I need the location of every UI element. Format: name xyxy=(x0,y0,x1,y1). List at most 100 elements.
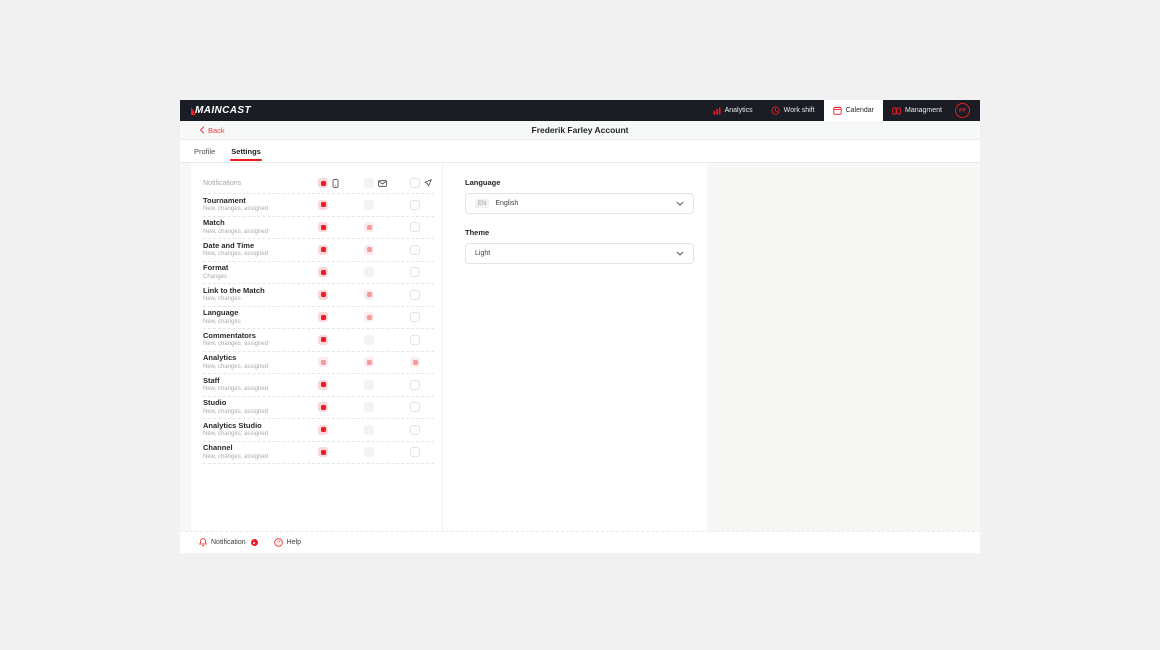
nav-item-label: Calendar xyxy=(845,107,875,114)
language-label: Language xyxy=(465,178,501,187)
checkbox-studio-telegram[interactable] xyxy=(410,402,420,413)
checkbox-channel-telegram[interactable] xyxy=(410,447,420,458)
row-subtitle: New, changes, assigned xyxy=(203,228,269,235)
row-title-block: Format Changes xyxy=(203,263,318,281)
smartphone-icon xyxy=(332,178,339,188)
row-subtitle: New, changes, assigned xyxy=(203,251,269,257)
checkbox-analytics-mobile[interactable] xyxy=(318,357,328,368)
row-title: Format xyxy=(203,263,229,272)
nav-item-label: Managment xyxy=(905,107,942,114)
back-button[interactable]: Back xyxy=(199,126,225,135)
checkbox-link-to-the-match-email[interactable] xyxy=(364,289,374,300)
row-subtitle: New, changes xyxy=(203,318,241,325)
row-title: Staff xyxy=(203,375,220,385)
language-value: English xyxy=(495,200,519,207)
theme-select[interactable]: Light xyxy=(465,243,694,264)
checkbox-language-email[interactable] xyxy=(364,312,374,323)
row-cell xyxy=(364,222,410,233)
channel-header-email xyxy=(364,178,410,188)
checkbox-language-telegram[interactable] xyxy=(410,312,420,323)
language-select[interactable]: EN English xyxy=(465,193,694,214)
language-code-badge: EN xyxy=(475,199,490,208)
row-cell xyxy=(318,424,364,435)
row-cell xyxy=(410,222,434,233)
notification-row-analytics: Analytics New, changes, assigned xyxy=(203,352,434,374)
back-label: Back xyxy=(208,125,225,135)
row-cell xyxy=(410,379,434,390)
row-cell xyxy=(410,402,434,413)
notification-row-studio: Studio New, changes, assigned xyxy=(203,397,434,419)
row-cell xyxy=(318,244,364,255)
row-title: Analytics Studio xyxy=(203,420,262,430)
notification-count-badge xyxy=(250,539,258,546)
row-cell xyxy=(410,357,434,368)
checkbox-tournament-email[interactable] xyxy=(364,199,374,210)
checkbox-analytics-studio-telegram[interactable] xyxy=(410,424,420,435)
row-title-block: Match New, changes, assigned xyxy=(203,218,318,236)
channel-header-mobile xyxy=(318,178,364,188)
tab-profile[interactable]: Profile xyxy=(194,146,216,156)
checkbox-format-telegram[interactable] xyxy=(410,267,420,278)
checkbox-tournament-mobile[interactable] xyxy=(318,199,328,210)
checkbox-analytics-email[interactable] xyxy=(364,357,374,368)
checkbox-commentators-email[interactable] xyxy=(364,334,374,345)
notification-row-tournament: Tournament New, changes, assigned xyxy=(203,194,434,217)
checkbox-format-email[interactable] xyxy=(364,267,374,278)
row-title: Tournament xyxy=(203,195,246,205)
footer-notification-button[interactable]: Notification xyxy=(199,538,258,547)
nav-item-label: Analytics xyxy=(724,107,753,114)
checkbox-format-mobile[interactable] xyxy=(318,267,328,278)
nav-item-calendar[interactable]: Calendar xyxy=(823,100,884,121)
checkbox-studio-email[interactable] xyxy=(364,402,374,413)
row-cell xyxy=(364,312,410,323)
checkbox-link-to-the-match-telegram[interactable] xyxy=(410,289,420,300)
checkbox-all-email[interactable] xyxy=(364,178,374,188)
calendar-icon xyxy=(832,106,842,115)
notification-row-staff: Staff New, changes, assigned xyxy=(203,374,434,397)
chevron-down-icon xyxy=(676,201,684,206)
checkbox-date-and-time-mobile[interactable] xyxy=(318,244,328,255)
nav-item-work-shift[interactable]: Work shift xyxy=(762,100,824,121)
row-subtitle: New, changes, assigned xyxy=(203,363,269,370)
row-title: Language xyxy=(203,308,239,317)
checkbox-staff-mobile[interactable] xyxy=(318,379,328,390)
row-cell xyxy=(410,424,434,435)
checkbox-all-mobile[interactable] xyxy=(318,178,328,188)
row-cell xyxy=(318,402,364,413)
tab-settings[interactable]: Settings xyxy=(230,140,262,162)
avatar[interactable]: PP xyxy=(955,103,970,118)
notification-row-channel: Channel New, changes, assigned xyxy=(203,442,434,464)
checkbox-match-telegram[interactable] xyxy=(410,222,420,233)
footer-help-button[interactable]: ? Help xyxy=(273,538,301,547)
row-title: Channel xyxy=(203,443,233,452)
back-chevron-icon xyxy=(199,126,205,134)
checkbox-channel-mobile[interactable] xyxy=(318,447,328,458)
checkbox-studio-mobile[interactable] xyxy=(318,402,328,413)
checkbox-match-email[interactable] xyxy=(364,222,374,233)
checkbox-analytics-studio-mobile[interactable] xyxy=(318,424,328,435)
nav-item-managment[interactable]: Managment xyxy=(883,100,951,121)
checkbox-commentators-telegram[interactable] xyxy=(410,334,420,345)
row-cell xyxy=(318,199,364,210)
checkbox-staff-telegram[interactable] xyxy=(410,379,420,390)
row-title-block: Studio New, changes, assigned xyxy=(203,398,318,416)
notification-row-date-and-time: Date and Time New, changes, assigned xyxy=(203,239,434,262)
checkbox-staff-email[interactable] xyxy=(364,379,374,390)
checkbox-tournament-telegram[interactable] xyxy=(410,199,420,210)
management-icon xyxy=(892,107,901,115)
row-title-block: Staff New, changes, assigned xyxy=(203,375,318,394)
checkbox-language-mobile[interactable] xyxy=(318,312,328,323)
checkbox-all-telegram[interactable] xyxy=(410,178,420,188)
checkbox-link-to-the-match-mobile[interactable] xyxy=(318,289,328,300)
checkbox-analytics-telegram[interactable] xyxy=(410,357,420,368)
nav-item-analytics[interactable]: Analytics xyxy=(704,100,762,121)
checkbox-date-and-time-telegram[interactable] xyxy=(410,244,420,255)
checkbox-analytics-studio-email[interactable] xyxy=(364,424,374,435)
row-subtitle: New, changes, assigned xyxy=(203,453,269,460)
checkbox-match-mobile[interactable] xyxy=(318,222,328,233)
checkbox-channel-email[interactable] xyxy=(364,447,374,458)
row-cell xyxy=(364,402,410,413)
checkbox-commentators-mobile[interactable] xyxy=(318,334,328,345)
channel-header-telegram xyxy=(410,178,434,188)
checkbox-date-and-time-email[interactable] xyxy=(364,244,374,255)
